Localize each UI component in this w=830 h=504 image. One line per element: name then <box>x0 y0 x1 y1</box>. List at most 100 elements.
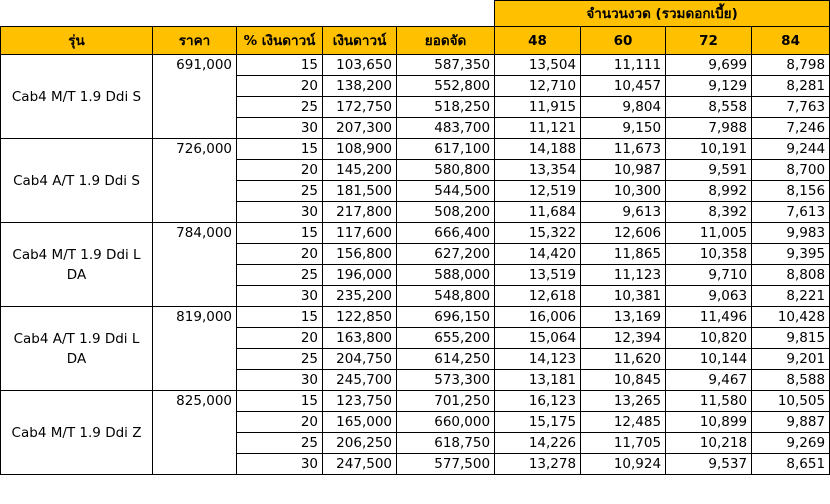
table-row: Cab4 M/T 1.9 Ddi S 691,000 15 103,650 587,35… <box>0 54 830 139</box>
installment-84-cell: 9,815 <box>751 327 830 349</box>
table-row: 20 145,200 580,800 13,354 10,987 9,591 8,700 <box>1 159 830 181</box>
down-percent-cell: 30 <box>236 453 323 475</box>
financed-amount-cell: 587,350 <box>395 54 496 76</box>
installment-48-cell: 12,618 <box>494 285 582 307</box>
financed-amount-cell: 618,750 <box>395 432 496 454</box>
table-row: 30 235,200 548,800 12,618 10,381 9,063 8,221 <box>1 285 830 307</box>
financed-amount-cell: 544,500 <box>395 180 496 202</box>
down-percent-cell: 20 <box>236 75 323 97</box>
table-row: Cab4 A/T 1.9 Ddi S 726,000 15 108,900 617,10… <box>0 138 830 223</box>
down-percent-cell: 30 <box>236 369 323 391</box>
installment-84-cell: 10,505 <box>751 390 830 412</box>
financed-amount-cell: 588,000 <box>395 264 496 286</box>
col-header-84: 84 <box>751 26 830 55</box>
installment-48-cell: 12,710 <box>494 75 582 97</box>
col-header-48: 48 <box>494 26 582 55</box>
price-empty-cell <box>152 453 237 475</box>
installment-60-cell: 12,485 <box>580 411 667 433</box>
down-percent-cell: 20 <box>236 411 323 433</box>
installment-48-cell: 15,064 <box>494 327 582 349</box>
price-empty-cell <box>152 159 237 181</box>
installment-60-cell: 9,804 <box>580 96 667 118</box>
down-payment-cell: 247,500 <box>322 453 397 475</box>
financed-amount-cell: 614,250 <box>395 348 496 370</box>
down-percent-cell: 25 <box>236 432 323 454</box>
installment-48-cell: 13,354 <box>494 159 582 181</box>
installment-48-cell: 15,175 <box>494 411 582 433</box>
installment-84-cell: 8,221 <box>751 285 830 307</box>
down-payment-cell: 145,200 <box>322 159 397 181</box>
down-payment-cell: 235,200 <box>322 285 397 307</box>
down-payment-cell: 122,850 <box>322 306 397 328</box>
installment-48-cell: 14,188 <box>494 138 582 160</box>
down-payment-cell: 207,300 <box>322 117 397 139</box>
installment-72-cell: 8,992 <box>665 180 753 202</box>
installment-84-cell: 8,651 <box>751 453 830 475</box>
installment-48-cell: 13,278 <box>494 453 582 475</box>
installment-48-cell: 14,420 <box>494 243 582 265</box>
installment-72-cell: 10,191 <box>665 138 753 160</box>
financed-amount-cell: 580,800 <box>395 159 496 181</box>
financed-amount-cell: 508,200 <box>395 201 496 223</box>
installment-60-cell: 9,150 <box>580 117 667 139</box>
down-payment-cell: 172,750 <box>322 96 397 118</box>
installment-48-cell: 11,684 <box>494 201 582 223</box>
down-percent-cell: 30 <box>236 117 323 139</box>
down-percent-cell: 20 <box>236 327 323 349</box>
financed-amount-cell: 552,800 <box>395 75 496 97</box>
installment-84-cell: 9,395 <box>751 243 830 265</box>
installment-84-cell: 9,269 <box>751 432 830 454</box>
down-payment-cell: 245,700 <box>322 369 397 391</box>
installment-72-cell: 10,899 <box>665 411 753 433</box>
installment-60-cell: 12,606 <box>580 222 667 244</box>
installment-72-cell: 7,988 <box>665 117 753 139</box>
installment-48-cell: 13,504 <box>494 54 582 76</box>
col-header-financed: ยอดจัด <box>395 26 496 55</box>
installment-60-cell: 10,300 <box>580 180 667 202</box>
installment-60-cell: 13,169 <box>580 306 667 328</box>
financed-amount-cell: 577,500 <box>395 453 496 475</box>
price-empty-cell <box>152 243 237 265</box>
installment-72-cell: 11,005 <box>665 222 753 244</box>
installment-72-cell: 9,537 <box>665 453 753 475</box>
down-percent-cell: 25 <box>236 348 323 370</box>
table-row: 25 204,750 614,250 14,123 11,620 10,144 9,201 <box>1 348 830 370</box>
table-row: 30 247,500 577,500 13,278 10,924 9,537 8,651 <box>1 453 830 475</box>
installment-84-cell: 8,156 <box>751 180 830 202</box>
installment-60-cell: 10,924 <box>580 453 667 475</box>
installment-72-cell: 10,358 <box>665 243 753 265</box>
model-name: Cab4 A/T 1.9 Ddi L DA <box>0 306 153 391</box>
table-row: Cab4 M/T 1.9 Ddi L DA 784,000 15 117,600 666… <box>0 222 830 307</box>
installment-84-cell: 7,613 <box>751 201 830 223</box>
installment-72-cell: 10,820 <box>665 327 753 349</box>
financed-amount-cell: 627,200 <box>395 243 496 265</box>
model-price: 784,000 <box>152 222 237 244</box>
header-row-group: จำนวนงวด (รวมดอกเบี้ย) <box>0 0 830 27</box>
installment-60-cell: 13,265 <box>580 390 667 412</box>
installment-84-cell: 7,763 <box>751 96 830 118</box>
down-percent-cell: 30 <box>236 285 323 307</box>
table-row: 20 163,800 655,200 15,064 12,394 10,820 9,815 <box>1 327 830 349</box>
installment-60-cell: 11,620 <box>580 348 667 370</box>
model-price: 825,000 <box>152 390 237 412</box>
table-row: 25 196,000 588,000 13,519 11,123 9,710 8,808 <box>1 264 830 286</box>
financed-amount-cell: 666,400 <box>395 222 496 244</box>
installment-48-cell: 15,322 <box>494 222 582 244</box>
installment-72-cell: 8,392 <box>665 201 753 223</box>
down-payment-cell: 217,800 <box>322 201 397 223</box>
down-percent-cell: 15 <box>236 138 323 160</box>
col-header-72: 72 <box>665 26 753 55</box>
installment-60-cell: 12,394 <box>580 327 667 349</box>
installment-48-cell: 13,181 <box>494 369 582 391</box>
table-row: 25 172,750 518,250 11,915 9,804 8,558 7,763 <box>1 96 830 118</box>
installment-72-cell: 9,699 <box>665 54 753 76</box>
installment-84-cell: 8,700 <box>751 159 830 181</box>
installment-72-cell: 9,129 <box>665 75 753 97</box>
price-empty-cell <box>152 201 237 223</box>
financed-amount-cell: 518,250 <box>395 96 496 118</box>
installment-84-cell: 8,281 <box>751 75 830 97</box>
down-percent-cell: 25 <box>236 96 323 118</box>
installment-60-cell: 10,987 <box>580 159 667 181</box>
installment-72-cell: 9,710 <box>665 264 753 286</box>
down-percent-cell: 20 <box>236 243 323 265</box>
